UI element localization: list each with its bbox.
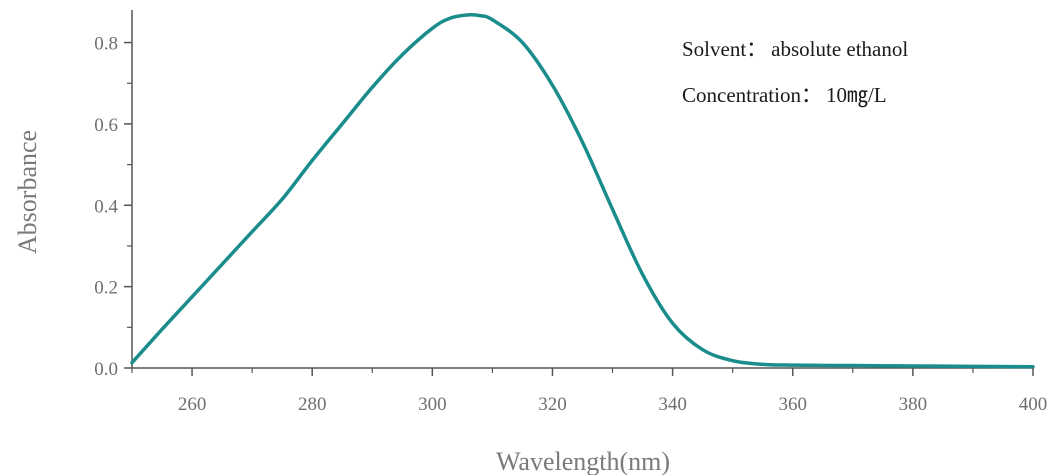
y-tick-label: 0.6 (94, 115, 118, 136)
annotation-concentration-value: 10㎎/L (826, 83, 887, 108)
x-tick-label: 300 (418, 394, 447, 415)
x-tick-label: 360 (778, 394, 807, 415)
y-tick-label: 0.2 (94, 278, 118, 299)
absorbance-curve (130, 12, 1035, 369)
annotation-concentration-label: Concentration： (682, 83, 822, 107)
x-tick-label: 380 (899, 394, 928, 415)
ticks-layer: 260 280 300 320 340 360 380 400 0.0 0.2 0.4 0.6 0.8 (94, 34, 1047, 415)
y-tick-label: 0.4 (94, 196, 118, 217)
annotation-box: Solvent： absolute ethanol Concentration： 1… (682, 37, 908, 108)
annotation-solvent-value: absolute ethanol (771, 37, 908, 61)
x-tick-label: 340 (658, 394, 687, 415)
curve-layer (130, 12, 1035, 369)
plot-frame (131, 10, 1033, 369)
x-tick-label: 260 (178, 394, 207, 415)
x-tick-label: 400 (1019, 394, 1048, 415)
y-axis-title: Absorbance (13, 130, 42, 254)
x-axis-title: Wavelength(nm) (496, 447, 670, 475)
x-tick-label: 280 (298, 394, 327, 415)
annotation-solvent-label: Solvent： (682, 37, 767, 61)
annotation-concentration: Concentration： 10㎎/L (682, 83, 887, 108)
y-tick-label: 0.8 (94, 34, 118, 55)
x-tick-label: 320 (538, 394, 567, 415)
y-tick-label: 0.0 (94, 359, 118, 380)
annotation-solvent: Solvent： absolute ethanol (682, 37, 908, 61)
